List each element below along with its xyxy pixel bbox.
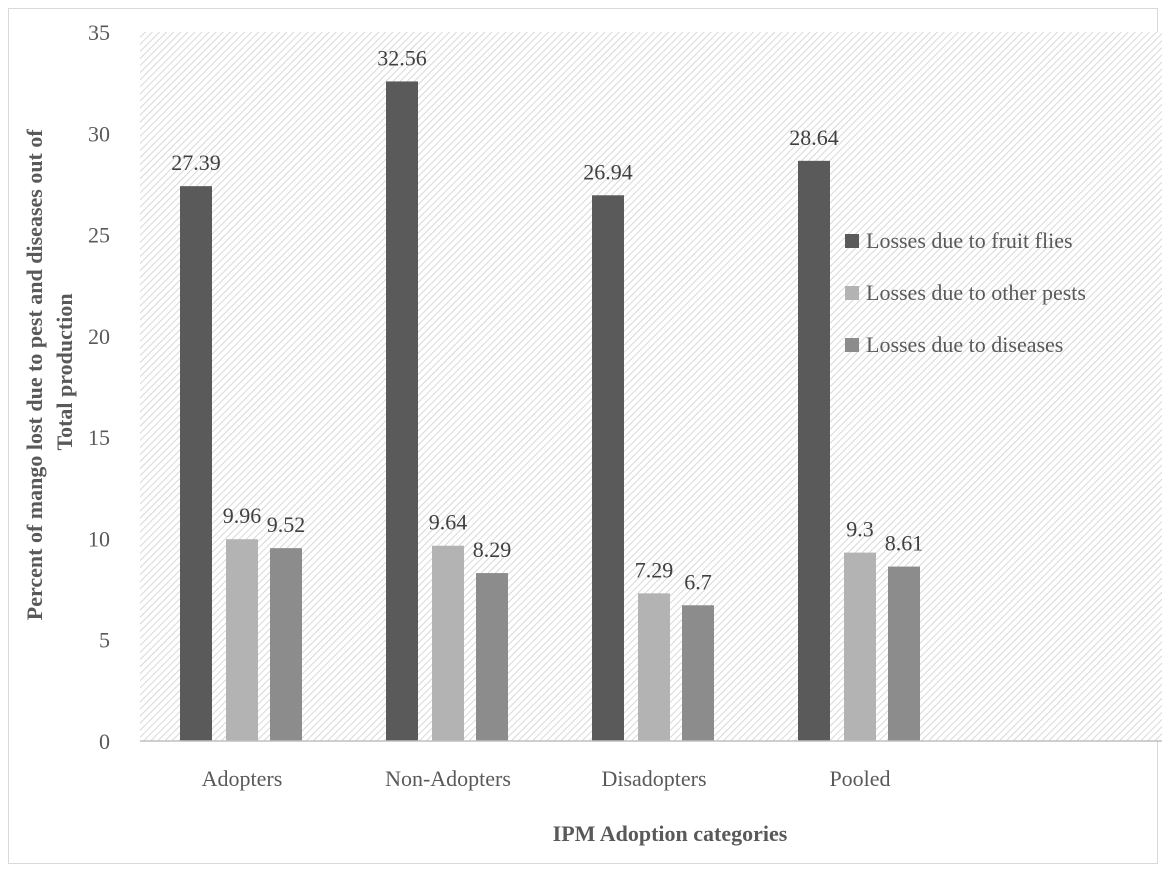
y-axis-ticks: 0 5 10 15 20 25 30 35 [88,20,110,754]
x-tick-label: Adopters [202,766,283,791]
legend-swatch [845,338,859,352]
x-tick-label: Pooled [829,766,890,791]
x-axis-title: IPM Adoption categories [553,821,788,846]
y-axis-title: Percent of mango lost due to pest and di… [22,124,77,620]
data-label: 9.96 [223,503,262,528]
y-tick-label: 15 [88,425,110,450]
bar-2-0 [592,195,624,741]
legend-swatch [845,286,859,300]
data-label: 28.64 [789,125,839,150]
bars [180,81,920,741]
bar-0-0 [180,186,212,741]
y-tick-label: 25 [88,223,110,248]
data-label: 8.61 [885,531,924,556]
y-tick-label: 35 [88,20,110,45]
data-labels: 27.39 32.56 26.94 28.64 9.96 9.64 7.29 9.3 9.52 8… [171,45,923,594]
bar-3-1 [844,552,876,741]
legend-label: Losses due to fruit flies [866,228,1073,253]
y-axis-title-line-1: Percent of mango lost due to pest and di… [22,129,47,621]
bar-2-1 [638,593,670,741]
data-label: 6.7 [684,569,712,594]
bar-3-0 [798,160,830,741]
legend-label: Losses due to other pests [866,280,1086,305]
y-axis-title-line-2: Total production [52,293,77,450]
y-tick-label: 5 [99,628,110,653]
x-tick-label: Non-Adopters [385,766,511,791]
bar-1-0 [386,81,418,741]
data-label: 7.29 [635,557,674,582]
data-label: 9.52 [267,512,306,537]
data-label: 9.64 [429,510,468,535]
bar-0-2 [270,548,302,741]
legend-swatch [845,234,859,248]
data-label: 27.39 [171,150,221,175]
legend-label: Losses due to diseases [866,332,1063,357]
x-tick-label: Disadopters [601,766,706,791]
data-label: 26.94 [583,159,633,184]
bar-0-1 [226,539,258,741]
bar-1-2 [476,573,508,741]
y-tick-label: 0 [99,729,110,754]
y-tick-label: 30 [88,121,110,146]
y-tick-label: 10 [88,526,110,551]
bar-3-2 [888,566,920,741]
x-axis-ticks: Adopters Non-Adopters Disadopters Pooled [202,766,891,791]
data-label: 8.29 [473,537,512,562]
bar-2-2 [682,605,714,741]
y-tick-label: 20 [88,324,110,349]
data-label: 9.3 [846,517,874,542]
data-label: 32.56 [377,45,427,70]
bar-1-1 [432,545,464,741]
legend: Losses due to fruit flies Losses due to o… [845,228,1086,357]
